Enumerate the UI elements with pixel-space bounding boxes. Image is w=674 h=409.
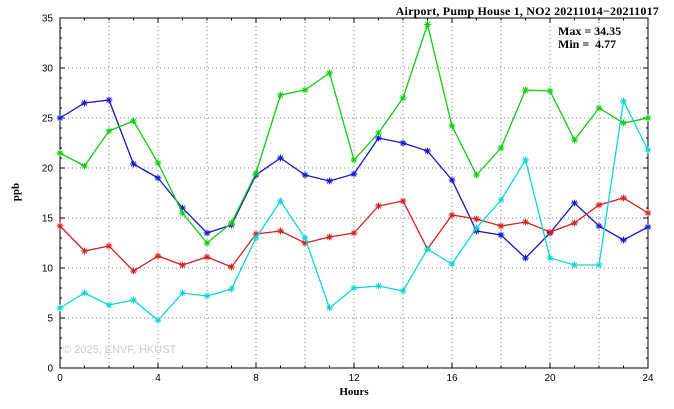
axis-ticks <box>59 17 649 369</box>
svg-text:12: 12 <box>348 373 360 384</box>
svg-text:8: 8 <box>253 373 259 384</box>
svg-text:4: 4 <box>155 373 161 384</box>
series-markers-green <box>56 21 652 247</box>
svg-text:5: 5 <box>47 314 53 325</box>
watermark: © 2025, ENVF, HKUST <box>63 344 177 356</box>
grid-lines <box>60 18 648 368</box>
svg-text:16: 16 <box>446 373 458 384</box>
y-axis-label: ppb <box>10 182 22 202</box>
series-markers-red <box>56 194 652 275</box>
svg-text:0: 0 <box>47 364 53 375</box>
svg-text:0: 0 <box>57 373 63 384</box>
svg-text:10: 10 <box>42 264 54 275</box>
svg-text:20: 20 <box>544 373 556 384</box>
svg-text:15: 15 <box>42 214 54 225</box>
svg-text:20: 20 <box>42 164 54 175</box>
y-tick-labels: 0 5 10 15 20 25 30 35 <box>42 14 54 375</box>
series-markers-cyan <box>56 97 652 324</box>
min-value-label: Min = 4.77 <box>558 37 617 51</box>
svg-text:30: 30 <box>42 64 54 75</box>
x-axis-label: Hours <box>339 386 369 398</box>
svg-text:25: 25 <box>42 114 54 125</box>
x-tick-labels: 0 4 8 12 16 20 24 <box>57 373 654 384</box>
svg-text:24: 24 <box>642 373 654 384</box>
max-value-label: Max = 34.35 <box>558 24 622 38</box>
svg-text:35: 35 <box>42 14 54 25</box>
max-min-annotation: Max = 34.35 Min = 4.77 <box>558 25 621 51</box>
chart-title: Airport, Pump House 1, NO2 20211014−2021… <box>395 4 659 18</box>
